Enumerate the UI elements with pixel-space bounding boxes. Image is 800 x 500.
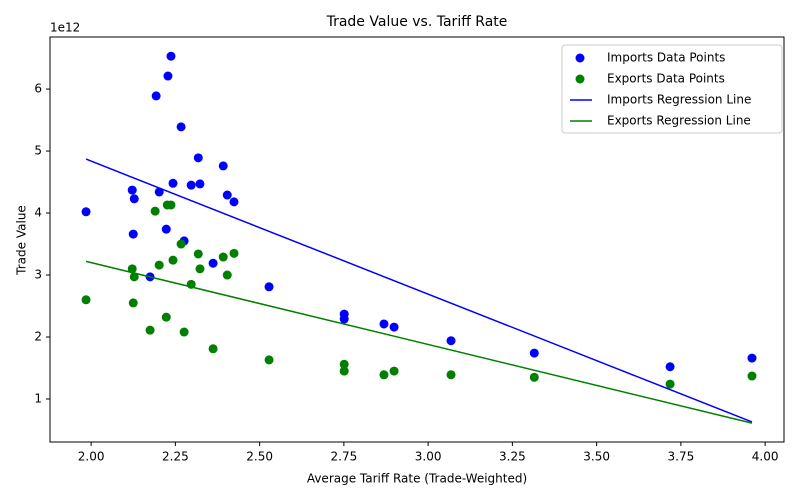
data-point <box>128 298 138 308</box>
data-point <box>166 51 176 61</box>
series-points <box>81 51 757 372</box>
plot-frame <box>49 36 785 443</box>
data-point <box>379 319 389 329</box>
data-point <box>446 370 456 380</box>
data-point <box>222 190 232 200</box>
data-point <box>218 161 228 171</box>
data-point <box>229 197 239 207</box>
legend-label: Imports Data Points <box>607 51 725 65</box>
data-point <box>208 344 218 354</box>
data-point <box>208 258 218 268</box>
x-tick-label: 2.25 <box>162 450 189 464</box>
data-point <box>145 325 155 335</box>
data-point <box>218 252 228 262</box>
data-point <box>176 122 186 132</box>
chart-title: Trade Value vs. Tariff Rate <box>326 14 508 30</box>
y-offset-label: 1e12 <box>50 21 80 35</box>
x-tick-label: 2.50 <box>246 450 273 464</box>
x-tick-label: 2.00 <box>78 450 105 464</box>
y-tick-label: 2 <box>34 330 42 344</box>
data-point <box>389 322 399 332</box>
legend-label: Imports Regression Line <box>607 93 751 107</box>
y-tick-label: 3 <box>34 268 42 282</box>
data-point <box>166 200 176 210</box>
data-point <box>127 185 137 195</box>
x-tick-label: 3.50 <box>583 450 610 464</box>
x-tick-label: 3.00 <box>415 450 442 464</box>
x-tick-label: 3.75 <box>668 450 695 464</box>
regression-line <box>85 260 753 424</box>
data-point <box>529 348 539 358</box>
data-point <box>161 224 171 234</box>
data-point <box>154 187 164 197</box>
legend-marker <box>575 74 585 84</box>
data-point <box>81 207 91 217</box>
x-tick-label: 2.75 <box>331 450 358 464</box>
data-point <box>264 282 274 292</box>
data-point <box>339 359 349 369</box>
data-point <box>339 366 349 376</box>
data-point <box>129 272 139 282</box>
data-point <box>195 179 205 189</box>
data-point <box>195 264 205 274</box>
data-point <box>389 366 399 376</box>
data-point <box>193 249 203 259</box>
legend-marker <box>575 53 585 63</box>
data-point <box>446 336 456 346</box>
data-point <box>264 355 274 365</box>
series-points <box>81 200 757 389</box>
y-tick-label: 1 <box>34 391 42 405</box>
y-tick-label: 5 <box>34 144 42 158</box>
x-tick-label: 4.00 <box>752 450 779 464</box>
y-tick-label: 6 <box>34 82 42 96</box>
data-point <box>168 178 178 188</box>
data-point <box>161 312 171 322</box>
data-point <box>168 255 178 265</box>
legend-label: Exports Regression Line <box>607 114 751 128</box>
data-point <box>222 270 232 280</box>
data-point <box>193 153 203 163</box>
data-point <box>154 260 164 270</box>
x-axis-label: Average Tariff Rate (Trade-Weighted) <box>307 472 527 486</box>
legend: Imports Data Points Exports Data Points Im… <box>561 44 783 134</box>
data-point <box>186 180 196 190</box>
legend-label: Exports Data Points <box>607 72 725 86</box>
legend-box <box>561 44 783 134</box>
data-point <box>665 379 675 389</box>
data-point <box>179 327 189 337</box>
data-point <box>747 353 757 363</box>
data-point <box>176 239 186 249</box>
x-tick-label: 3.25 <box>499 450 526 464</box>
data-point <box>129 194 139 204</box>
data-point <box>128 229 138 239</box>
data-point <box>229 248 239 258</box>
regression-line <box>85 158 753 423</box>
data-point <box>665 362 675 372</box>
data-point <box>151 91 161 101</box>
data-point <box>747 371 757 381</box>
data-point <box>379 370 389 380</box>
y-axis-label: Trade Value <box>15 205 29 276</box>
data-point <box>81 295 91 305</box>
data-point <box>127 264 137 274</box>
data-point <box>529 372 539 382</box>
data-point <box>163 71 173 81</box>
y-tick-label: 4 <box>34 206 42 220</box>
data-point <box>339 314 349 324</box>
data-point <box>150 206 160 216</box>
